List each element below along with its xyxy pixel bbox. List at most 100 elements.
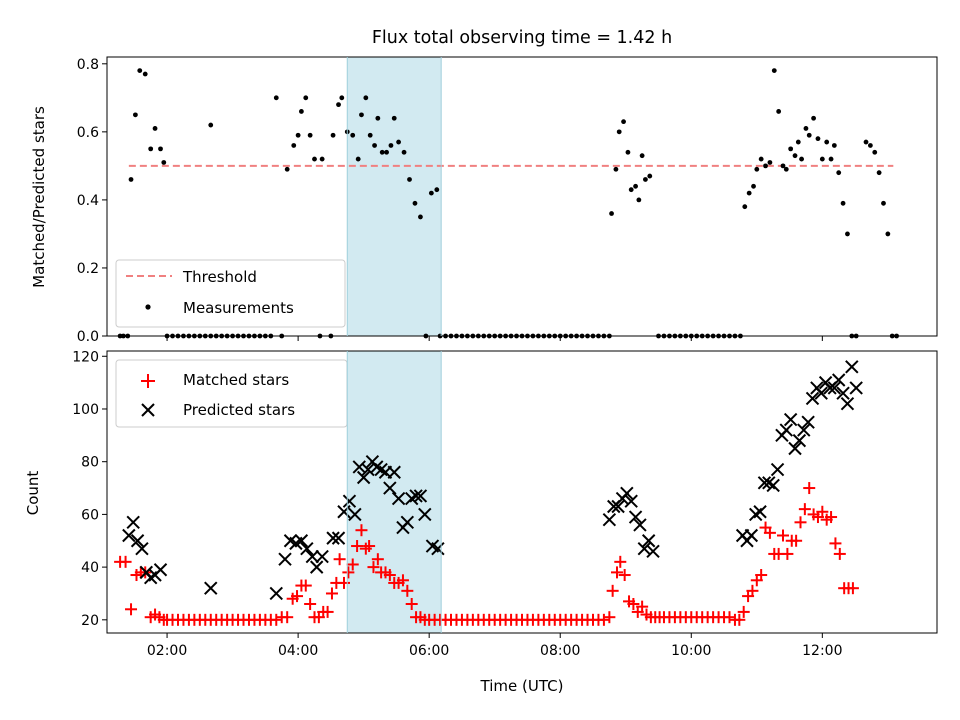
measurement-point [845,231,850,237]
matched-star-point [825,511,838,524]
matched-star-point [291,590,304,603]
matched-star-point [755,569,768,582]
predicted-star-point [628,510,643,524]
matched-star-point [618,569,631,582]
matched-star-point [125,603,138,616]
measurement-point [161,160,167,165]
matched-star-point [829,537,842,550]
measurement-point [609,211,614,216]
measurement-point [746,190,752,196]
measurement-point [803,126,809,131]
measurement-point [767,160,773,165]
measurement-point [836,170,842,176]
measurement-point [388,143,394,148]
measurement-point [142,71,148,77]
predicted-star-point [641,534,656,548]
predicted-star-point [779,423,793,437]
predicted-star-point [602,512,617,527]
measurement-point [359,112,364,118]
predicted-star-point [845,360,859,374]
predicted-star-point [278,552,292,566]
matched-star-point [781,547,794,560]
measurement-point [780,163,786,169]
matched-star-point [333,553,346,566]
measurement-point [628,187,634,193]
measurement-point [863,139,869,145]
matched-star-point [777,529,790,542]
panel-count-x-ticks: 02:00 04:00 06:00 08:00 10:00 12:00 [147,633,843,659]
predicted-star-point [300,541,314,556]
matched-star-point [763,526,776,539]
count-marks [114,360,863,626]
legend-measurements-swatch [145,304,151,310]
measurement-point [128,177,134,182]
measurement-point [291,143,297,148]
measurement-point [633,183,638,189]
matched-star-point [304,598,317,611]
legend-measurements-label: Measurements [183,299,294,317]
x-tick-label: 12:00 [802,643,842,659]
predicted-star-point [269,586,283,601]
measurement-point [330,132,336,138]
measurement-point [754,166,760,172]
predicted-star-point [315,549,329,564]
panel-count-ylabel: Count [24,471,42,516]
matched-star-point [270,613,283,626]
measurement-point [831,143,837,148]
predicted-star-point [135,541,149,556]
measurement-point [412,200,418,206]
measurement-point [828,156,834,162]
measurement-point [788,146,794,152]
predicted-star-point [130,534,145,548]
y-tick-label: 0.8 [77,57,99,73]
legend-matched-label: Matched stars [183,371,289,389]
measurement-point [799,156,804,162]
measurement-point [867,143,873,148]
predicted-star-point [757,476,772,490]
matched-star-point [321,605,334,618]
predicted-star-point [620,486,634,501]
measurement-point [742,204,748,210]
predicted-star-point [400,515,415,530]
predicted-star-point [753,505,767,519]
predicted-star-point [849,381,863,395]
matched-star-point [119,555,132,568]
predicted-star-point [294,534,309,548]
measurement-point [771,68,777,74]
matched-star-point [603,611,616,624]
y-tick-label: 20 [81,613,99,629]
predicted-star-point [792,433,807,448]
measurement-point [298,109,304,114]
matched-star-point [790,534,803,547]
measurement-point [284,166,290,172]
predicted-star-point [801,415,815,429]
matched-star-point [363,540,376,553]
measurement-point [273,95,279,101]
panel-count-y-ticks: 20 40 60 80 100 120 [72,349,107,629]
measurement-point [418,214,423,220]
measurement-point [428,190,434,196]
predicted-star-point [387,465,401,479]
measurement-point [621,119,626,125]
predicted-star-point [840,397,855,411]
measurement-point [363,95,369,101]
predicted-star-point [409,489,423,503]
matched-star-point [733,613,746,626]
measurement-point [616,129,622,135]
predicted-star-point [827,381,842,395]
measurement-point [396,139,401,145]
panel-ratio: 0.00.20.40.60.8 Matched/Predicted stars … [30,56,938,345]
measurement-point [303,95,309,101]
legend-threshold-label: Threshold [182,268,257,286]
measurement-point [840,200,846,206]
panel-ratio-frame [106,56,938,337]
measurement-point [885,231,891,237]
measurement-point [751,183,756,189]
predicted-star-point [352,460,366,474]
measurement-point [339,95,345,101]
measurement-point [636,197,642,203]
predicted-star-point [153,563,168,577]
panel-ratio-legend: Threshold Measurements [115,259,346,328]
predicted-star-point [326,531,340,545]
